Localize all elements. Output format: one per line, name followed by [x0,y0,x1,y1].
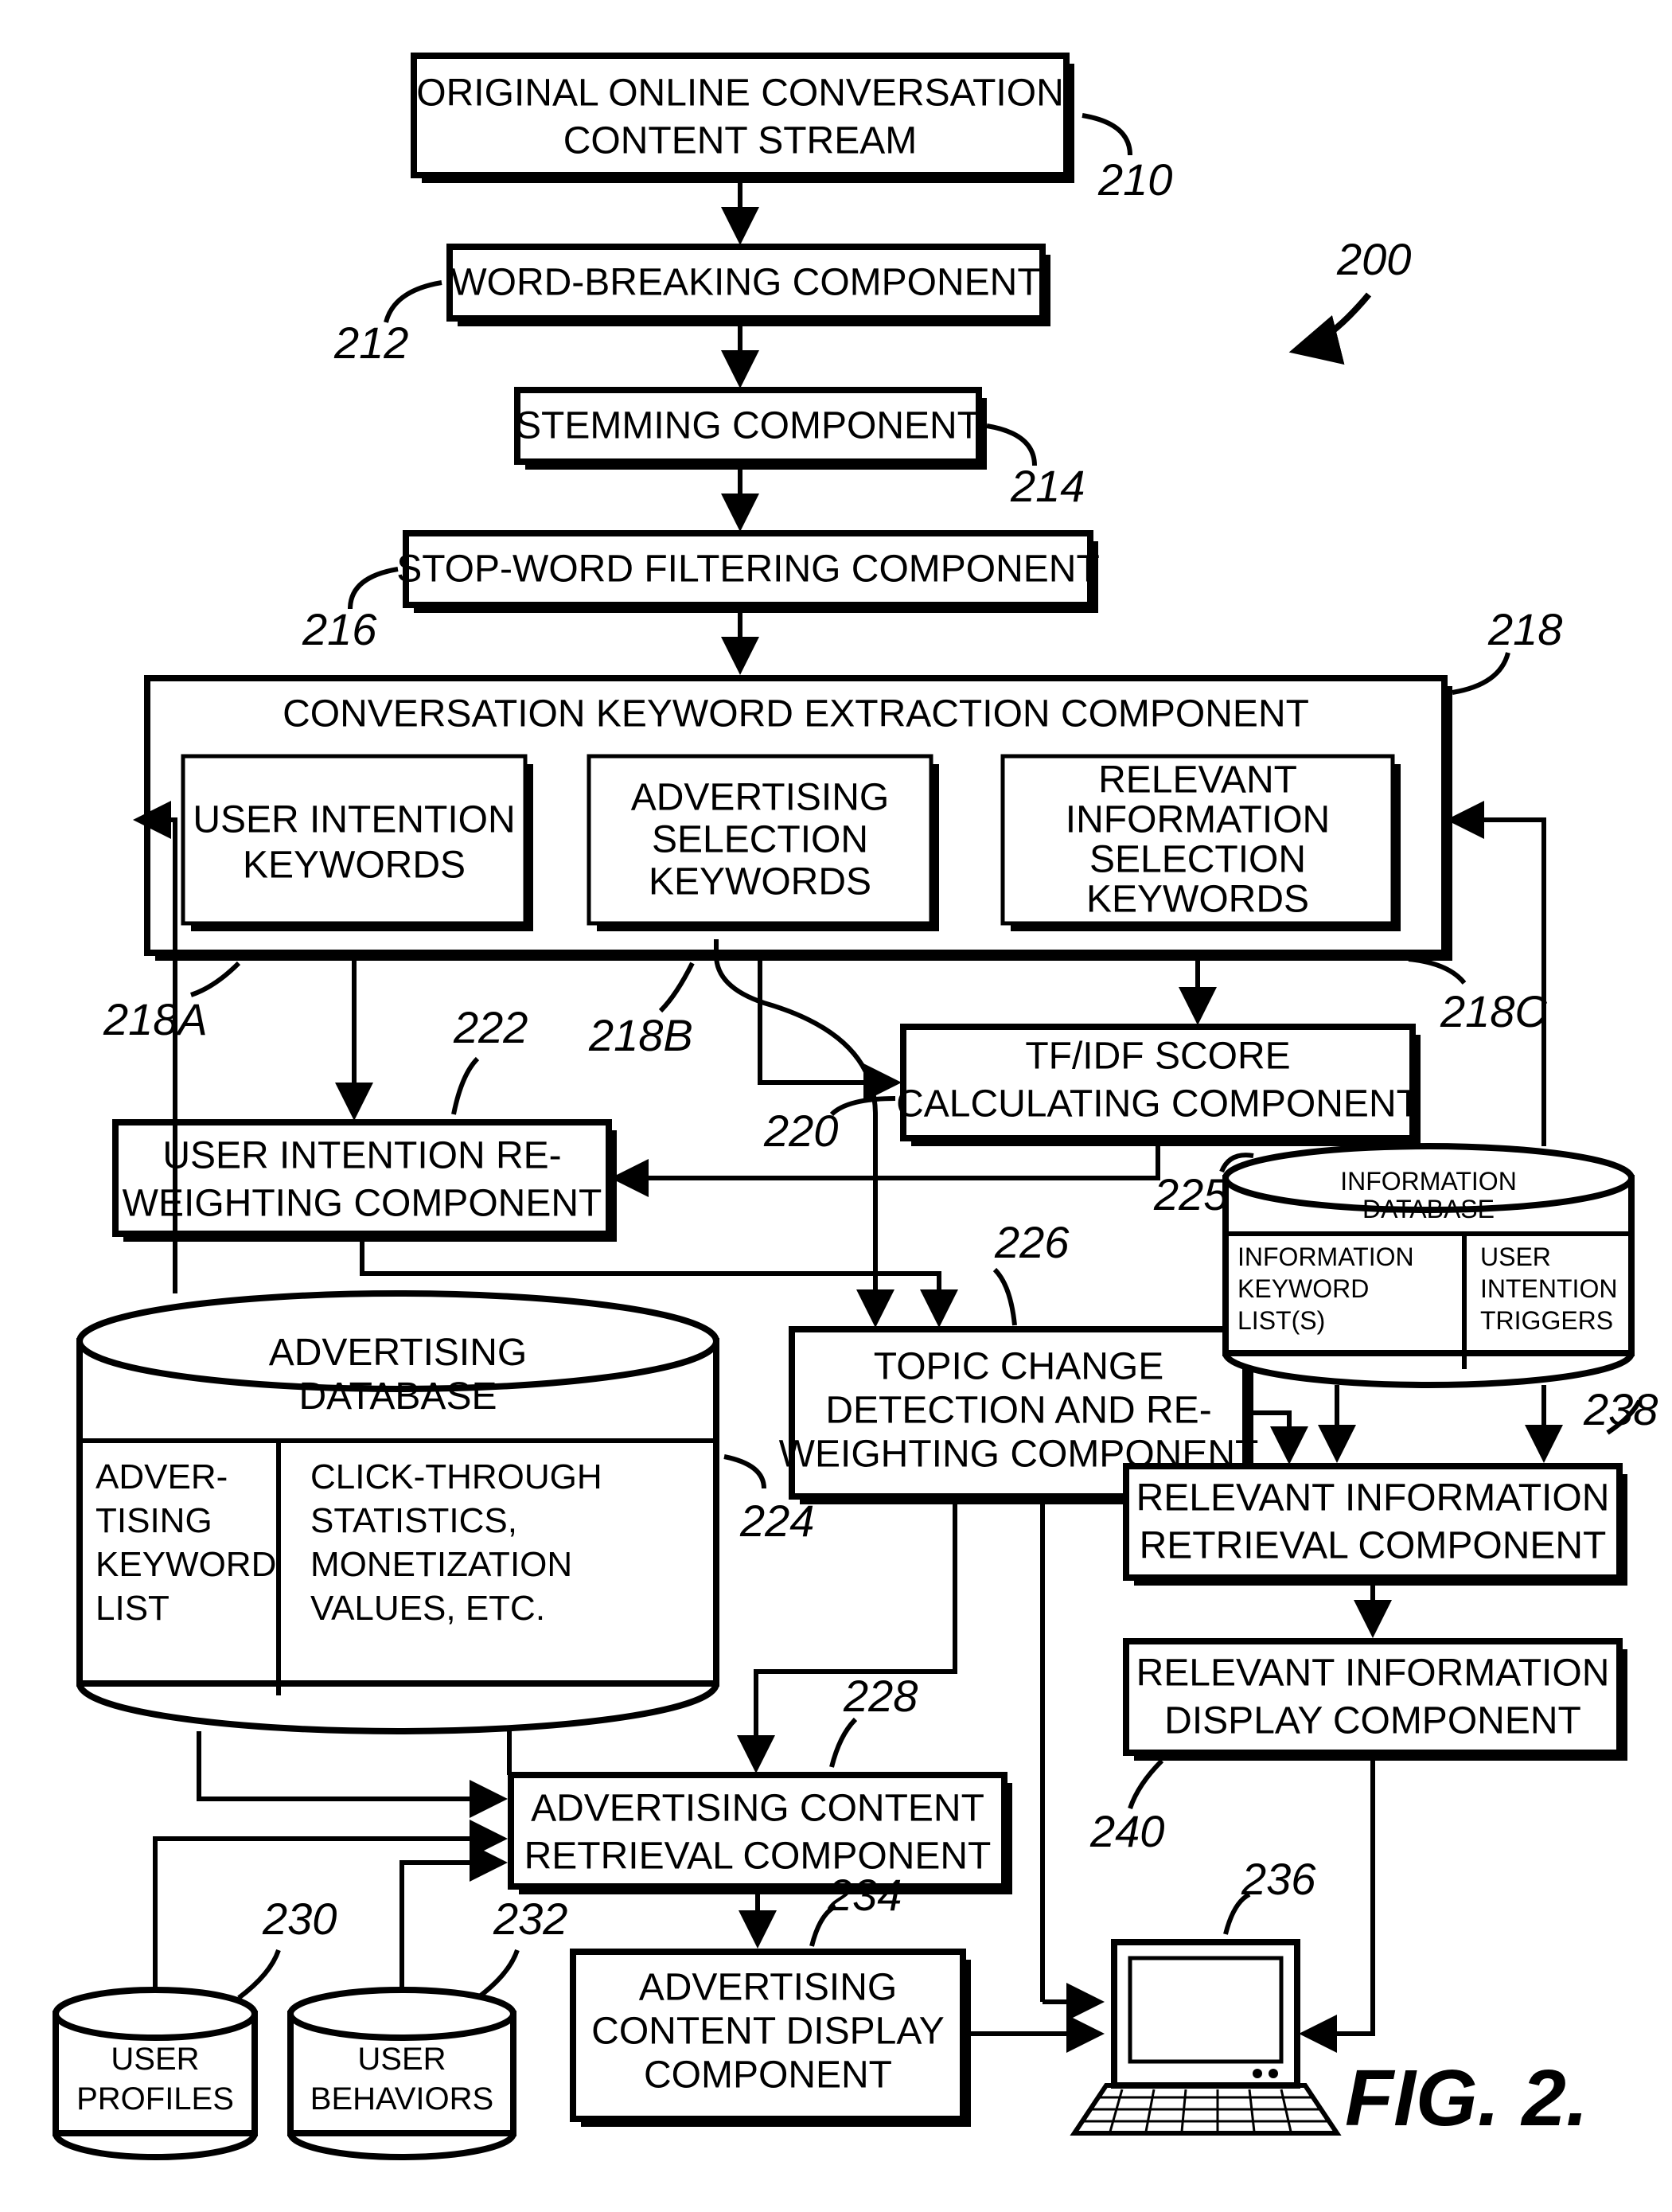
svg-text:LIST(S): LIST(S) [1237,1306,1325,1335]
box-stopword: STOP-WORD FILTERING COMPONENT [396,533,1100,613]
box-advertising-selection-keywords: ADVERTISING SELECTION KEYWORDS [589,756,939,931]
svg-text:KEYWORD: KEYWORD [95,1545,276,1584]
box-238-l2: RETRIEVAL COMPONENT [1140,1525,1607,1567]
db-225-title-2: DATABASE [1362,1195,1495,1223]
box-210-line2: CONTENT STREAM [563,120,917,162]
box-advertising-display: ADVERTISING CONTENT DISPLAY COMPONENT [573,1952,971,2127]
box-238-l1: RELEVANT INFORMATION [1136,1477,1610,1520]
ref-222: 222 [453,1002,528,1052]
box-216-line1: STOP-WORD FILTERING COMPONENT [396,548,1100,591]
ref-216: 216 [302,604,377,654]
box-user-intention-keywords: USER INTENTION KEYWORDS [183,756,533,931]
box-214-line1: STEMMING COMPONENT [516,405,980,447]
ref-234: 234 [827,1870,902,1920]
box-240-l1: RELEVANT INFORMATION [1136,1652,1610,1695]
ref-238: 238 [1583,1384,1658,1434]
ref-210: 210 [1097,154,1172,205]
box-226-l1: TOPIC CHANGE [874,1346,1164,1388]
box-word-breaking: WORD-BREAKING COMPONENT [450,247,1050,326]
ref-228: 228 [843,1671,918,1721]
svg-text:VALUES, ETC.: VALUES, ETC. [310,1589,545,1628]
db-advertising: ADVERTISING DATABASE ADVER- TISING KEYWO… [80,1293,716,1731]
ref-218b: 218B [588,1010,693,1060]
edge-225-218 [1452,820,1544,1146]
svg-text:INFORMATION: INFORMATION [1237,1243,1414,1271]
ref-212: 212 [333,318,408,368]
box-218c-l3: SELECTION [1089,839,1306,881]
box-218c-l2: INFORMATION [1066,799,1330,841]
db-224-title-2: DATABASE [299,1375,497,1418]
edge-226-238 [1253,1413,1289,1458]
edge-232-228 [402,1863,501,1990]
computer-icon [1074,1942,1337,2133]
box-tfidf: TF/IDF SCORE CALCULATING COMPONENT [896,1027,1421,1146]
box-220-l2: CALCULATING COMPONENT [896,1083,1420,1126]
edge-224a-228 [199,1731,501,1799]
box-226-l2: DETECTION AND RE- [825,1390,1211,1432]
box-stemming: STEMMING COMPONENT [516,390,987,470]
box-relevant-info-selection-keywords: RELEVANT INFORMATION SELECTION KEYWORDS [1003,756,1401,931]
box-210-line1: ORIGINAL ONLINE CONVERSATION [416,72,1063,115]
svg-text:STATISTICS,: STATISTICS, [310,1501,517,1540]
box-user-intention-reweighting: USER INTENTION RE- WEIGHTING COMPONENT [115,1122,617,1242]
svg-text:USER: USER [111,2042,199,2077]
box-original-stream: ORIGINAL ONLINE CONVERSATION CONTENT STR… [414,56,1074,183]
ref-240: 240 [1089,1806,1164,1856]
box-234-l2: CONTENT DISPLAY [591,2011,945,2053]
box-222-l2: WEIGHTING COMPONENT [123,1183,602,1225]
box-218-title: CONVERSATION KEYWORD EXTRACTION COMPONEN… [283,693,1309,735]
edge-218b-220 [760,961,895,1083]
box-relevant-info-retrieval: RELEVANT INFORMATION RETRIEVAL COMPONENT [1126,1466,1627,1586]
svg-text:USER: USER [1480,1243,1551,1271]
svg-text:CLICK-THROUGH: CLICK-THROUGH [310,1457,602,1496]
ref-218a: 218A [103,994,208,1044]
svg-text:TISING: TISING [95,1501,212,1540]
box-212-line1: WORD-BREAKING COMPONENT [450,262,1040,304]
db-224-title-1: ADVERTISING [269,1332,528,1374]
box-222-l1: USER INTENTION RE- [162,1135,561,1177]
box-218a-l1: USER INTENTION [193,799,515,841]
db-user-behaviors: USER BEHAVIORS [290,1990,513,2157]
ref-200: 200 [1336,234,1411,284]
box-234-l3: COMPONENT [644,2054,892,2097]
box-218c-l1: RELEVANT [1098,759,1297,802]
ref-226: 226 [994,1217,1070,1267]
box-228-l2: RETRIEVAL COMPONENT [524,1836,992,1878]
box-advertising-retrieval: ADVERTISING CONTENT RETRIEVAL COMPONENT [511,1775,1012,1894]
ref-232: 232 [493,1894,567,1944]
ref-230: 230 [262,1894,337,1944]
svg-text:MONETIZATION: MONETIZATION [310,1545,572,1584]
svg-text:USER: USER [357,2042,446,2077]
box-240-l2: DISPLAY COMPONENT [1164,1700,1581,1742]
svg-text:KEYWORD: KEYWORD [1237,1274,1369,1303]
figure-label: FIG. 2. [1345,2054,1588,2143]
box-234-l1: ADVERTISING [639,1967,898,2009]
ref-225: 225 [1153,1169,1229,1219]
svg-text:INTENTION: INTENTION [1480,1274,1617,1303]
ref-218: 218 [1487,604,1562,654]
edge-220-222 [617,1146,1158,1178]
ref-218c: 218C [1440,986,1547,1036]
box-218a-l2: KEYWORDS [243,845,466,887]
ref-214: 214 [1010,461,1085,511]
ref-236: 236 [1241,1854,1316,1904]
svg-text:PROFILES: PROFILES [76,2081,234,2116]
db-user-profiles: USER PROFILES [56,1990,255,2157]
box-218b-l2: SELECTION [652,819,868,861]
system-ref-arrow [1297,295,1369,350]
box-218b-l1: ADVERTISING [631,777,890,819]
box-220-l1: TF/IDF SCORE [1025,1036,1290,1078]
svg-text:BEHAVIORS: BEHAVIORS [310,2081,493,2116]
box-relevant-info-display: RELEVANT INFORMATION DISPLAY COMPONENT [1126,1641,1627,1761]
box-218c-l4: KEYWORDS [1086,879,1309,921]
db-225-title-1: INFORMATION [1340,1167,1517,1196]
svg-text:ADVER-: ADVER- [95,1457,228,1496]
svg-text:LIST: LIST [95,1589,170,1628]
box-218b-l3: KEYWORDS [649,861,871,903]
ref-224: 224 [739,1496,814,1546]
svg-text:TRIGGERS: TRIGGERS [1480,1306,1613,1335]
box-228-l1: ADVERTISING CONTENT [531,1788,984,1830]
db-information: INFORMATION DATABASE INFORMATION KEYWORD… [1226,1146,1631,1385]
ref-220: 220 [763,1106,838,1156]
